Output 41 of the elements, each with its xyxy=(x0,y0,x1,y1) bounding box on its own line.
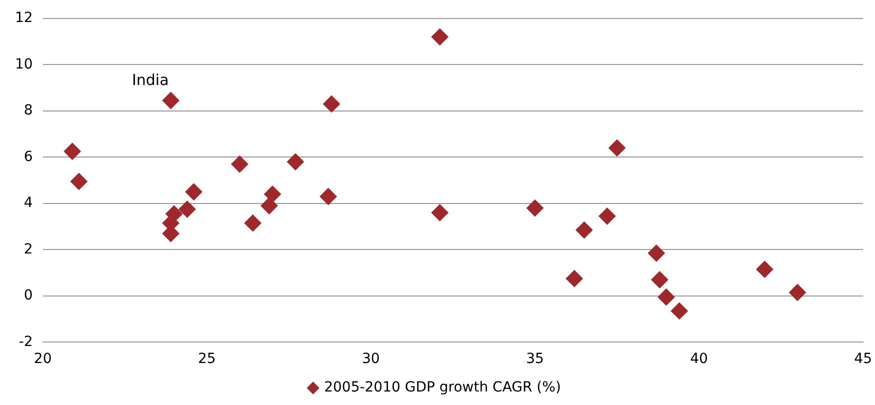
point xyxy=(598,208,616,225)
y-tick-label: 12 xyxy=(14,10,33,26)
point xyxy=(576,222,593,239)
point xyxy=(162,92,180,110)
y-tick-label: 2 xyxy=(24,241,33,258)
x-tick-label: 30 xyxy=(362,351,380,368)
point xyxy=(231,156,248,173)
y-tick-label: 6 xyxy=(24,148,33,165)
point xyxy=(264,186,281,203)
x-tick-label: 25 xyxy=(198,351,216,368)
y-tick-label: 10 xyxy=(14,56,33,72)
y-tick-label: 4 xyxy=(24,195,33,212)
y-tick-label: -2 xyxy=(18,334,33,350)
x-tick-label: 45 xyxy=(854,351,872,368)
point xyxy=(658,288,675,306)
point xyxy=(286,153,304,170)
point xyxy=(64,142,81,160)
point xyxy=(185,183,202,200)
point xyxy=(178,200,196,218)
point xyxy=(320,188,337,205)
point xyxy=(670,302,688,320)
point xyxy=(566,270,583,288)
point xyxy=(608,139,626,156)
point xyxy=(323,95,340,112)
y-tick-label: 8 xyxy=(24,102,33,119)
point xyxy=(244,214,262,232)
point xyxy=(260,197,278,214)
point xyxy=(651,271,668,288)
point xyxy=(788,284,806,301)
point xyxy=(526,200,544,217)
point xyxy=(431,204,448,222)
point xyxy=(648,244,665,262)
legend-label: 2005-2010 GDP growth CAGR (%) xyxy=(324,380,561,396)
x-tick-label: 35 xyxy=(526,351,544,368)
annotation: India xyxy=(132,70,169,89)
point xyxy=(70,172,88,190)
x-tick-label: 20 xyxy=(34,351,52,368)
x-tick-label: 40 xyxy=(690,351,708,368)
point xyxy=(431,28,448,46)
point xyxy=(756,260,774,278)
y-tick-label: 0 xyxy=(24,288,33,304)
